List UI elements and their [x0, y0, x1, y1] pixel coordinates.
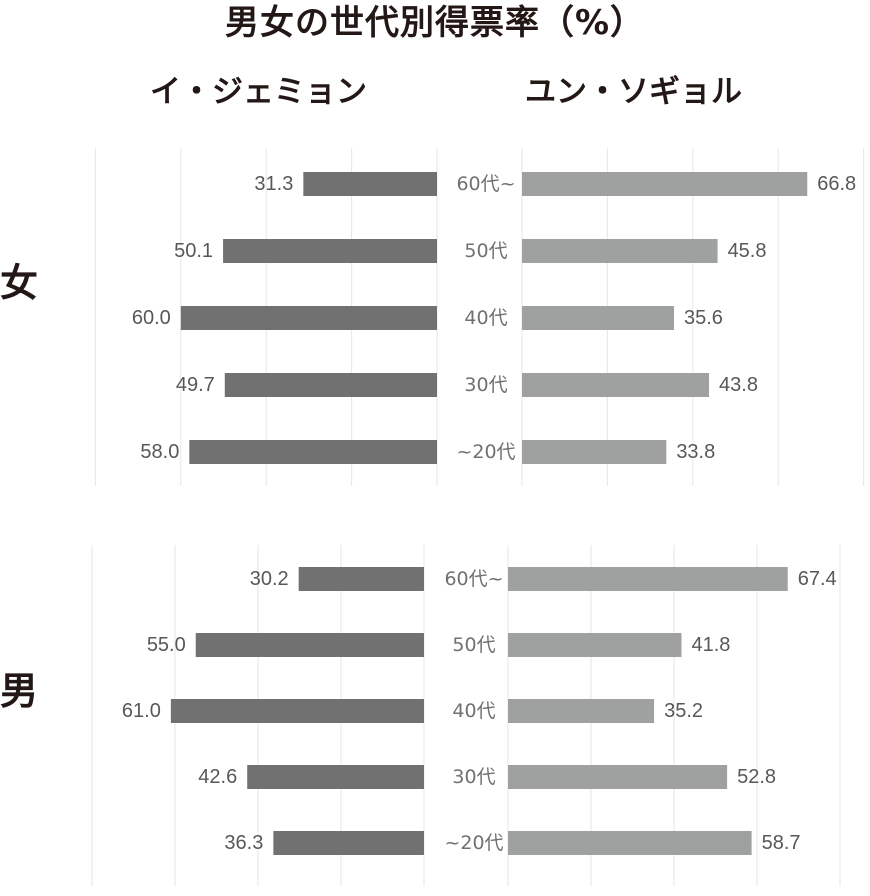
value-label-female-left: 58.0 — [140, 441, 179, 463]
bar-male-left — [273, 831, 424, 855]
category-label-male: 50代 — [452, 634, 495, 656]
value-label-male-right: 52.8 — [737, 766, 776, 788]
value-label-female-right: 45.8 — [728, 240, 767, 262]
value-label-male-right: 35.2 — [664, 700, 703, 722]
value-label-male-left: 61.0 — [122, 700, 161, 722]
category-label-male: 60代~ — [444, 568, 503, 590]
value-label-female-right: 43.8 — [719, 374, 758, 396]
category-label-female: ~20代 — [456, 441, 515, 463]
left-candidate-label: イ・ジェミョン — [150, 74, 367, 110]
value-label-male-left: 55.0 — [147, 634, 186, 656]
value-label-female-right: 66.8 — [817, 173, 856, 195]
bar-male-right — [508, 633, 682, 657]
bar-male-right — [508, 567, 788, 591]
bar-female-right — [522, 373, 710, 397]
value-label-female-left: 60.0 — [132, 307, 171, 329]
bar-male-left — [298, 567, 424, 591]
bar-male-right — [508, 765, 728, 789]
bar-male-right — [508, 699, 655, 723]
value-label-male-right: 67.4 — [798, 568, 837, 590]
bar-female-right — [522, 172, 808, 196]
chart-title: 男女の世代別得票率（%） — [224, 3, 646, 43]
bar-male-left — [195, 633, 424, 657]
bar-male-right — [508, 831, 752, 855]
bar-female-left — [303, 172, 437, 196]
bar-female-left — [189, 440, 437, 464]
value-label-male-left: 42.6 — [198, 766, 237, 788]
value-label-male-right: 58.7 — [762, 832, 801, 854]
value-label-male-left: 30.2 — [250, 568, 289, 590]
group-label-male: 男 — [0, 669, 39, 713]
value-label-female-left: 49.7 — [176, 374, 215, 396]
bar-female-left — [223, 239, 437, 263]
category-label-female: 50代 — [464, 240, 507, 262]
value-label-female-left: 50.1 — [174, 240, 213, 262]
bar-male-left — [170, 699, 424, 723]
value-label-female-right: 33.8 — [676, 441, 715, 463]
category-label-female: 30代 — [464, 374, 507, 396]
category-label-female: 60代~ — [456, 173, 515, 195]
bar-male-left — [247, 765, 424, 789]
category-label-male: 40代 — [452, 700, 495, 722]
bar-female-right — [522, 239, 718, 263]
value-label-female-left: 31.3 — [254, 173, 293, 195]
category-label-male: ~20代 — [444, 832, 503, 854]
bar-female-left — [224, 373, 437, 397]
bar-female-right — [522, 440, 667, 464]
value-label-male-right: 41.8 — [691, 634, 730, 656]
value-label-male-left: 36.3 — [224, 832, 263, 854]
group-label-female: 女 — [0, 261, 39, 305]
value-label-female-right: 35.6 — [684, 307, 723, 329]
category-label-female: 40代 — [464, 307, 507, 329]
bar-female-right — [522, 306, 675, 330]
right-candidate-label: ユン・ソギョル — [525, 74, 742, 110]
bar-female-left — [180, 306, 438, 330]
category-label-male: 30代 — [452, 766, 495, 788]
